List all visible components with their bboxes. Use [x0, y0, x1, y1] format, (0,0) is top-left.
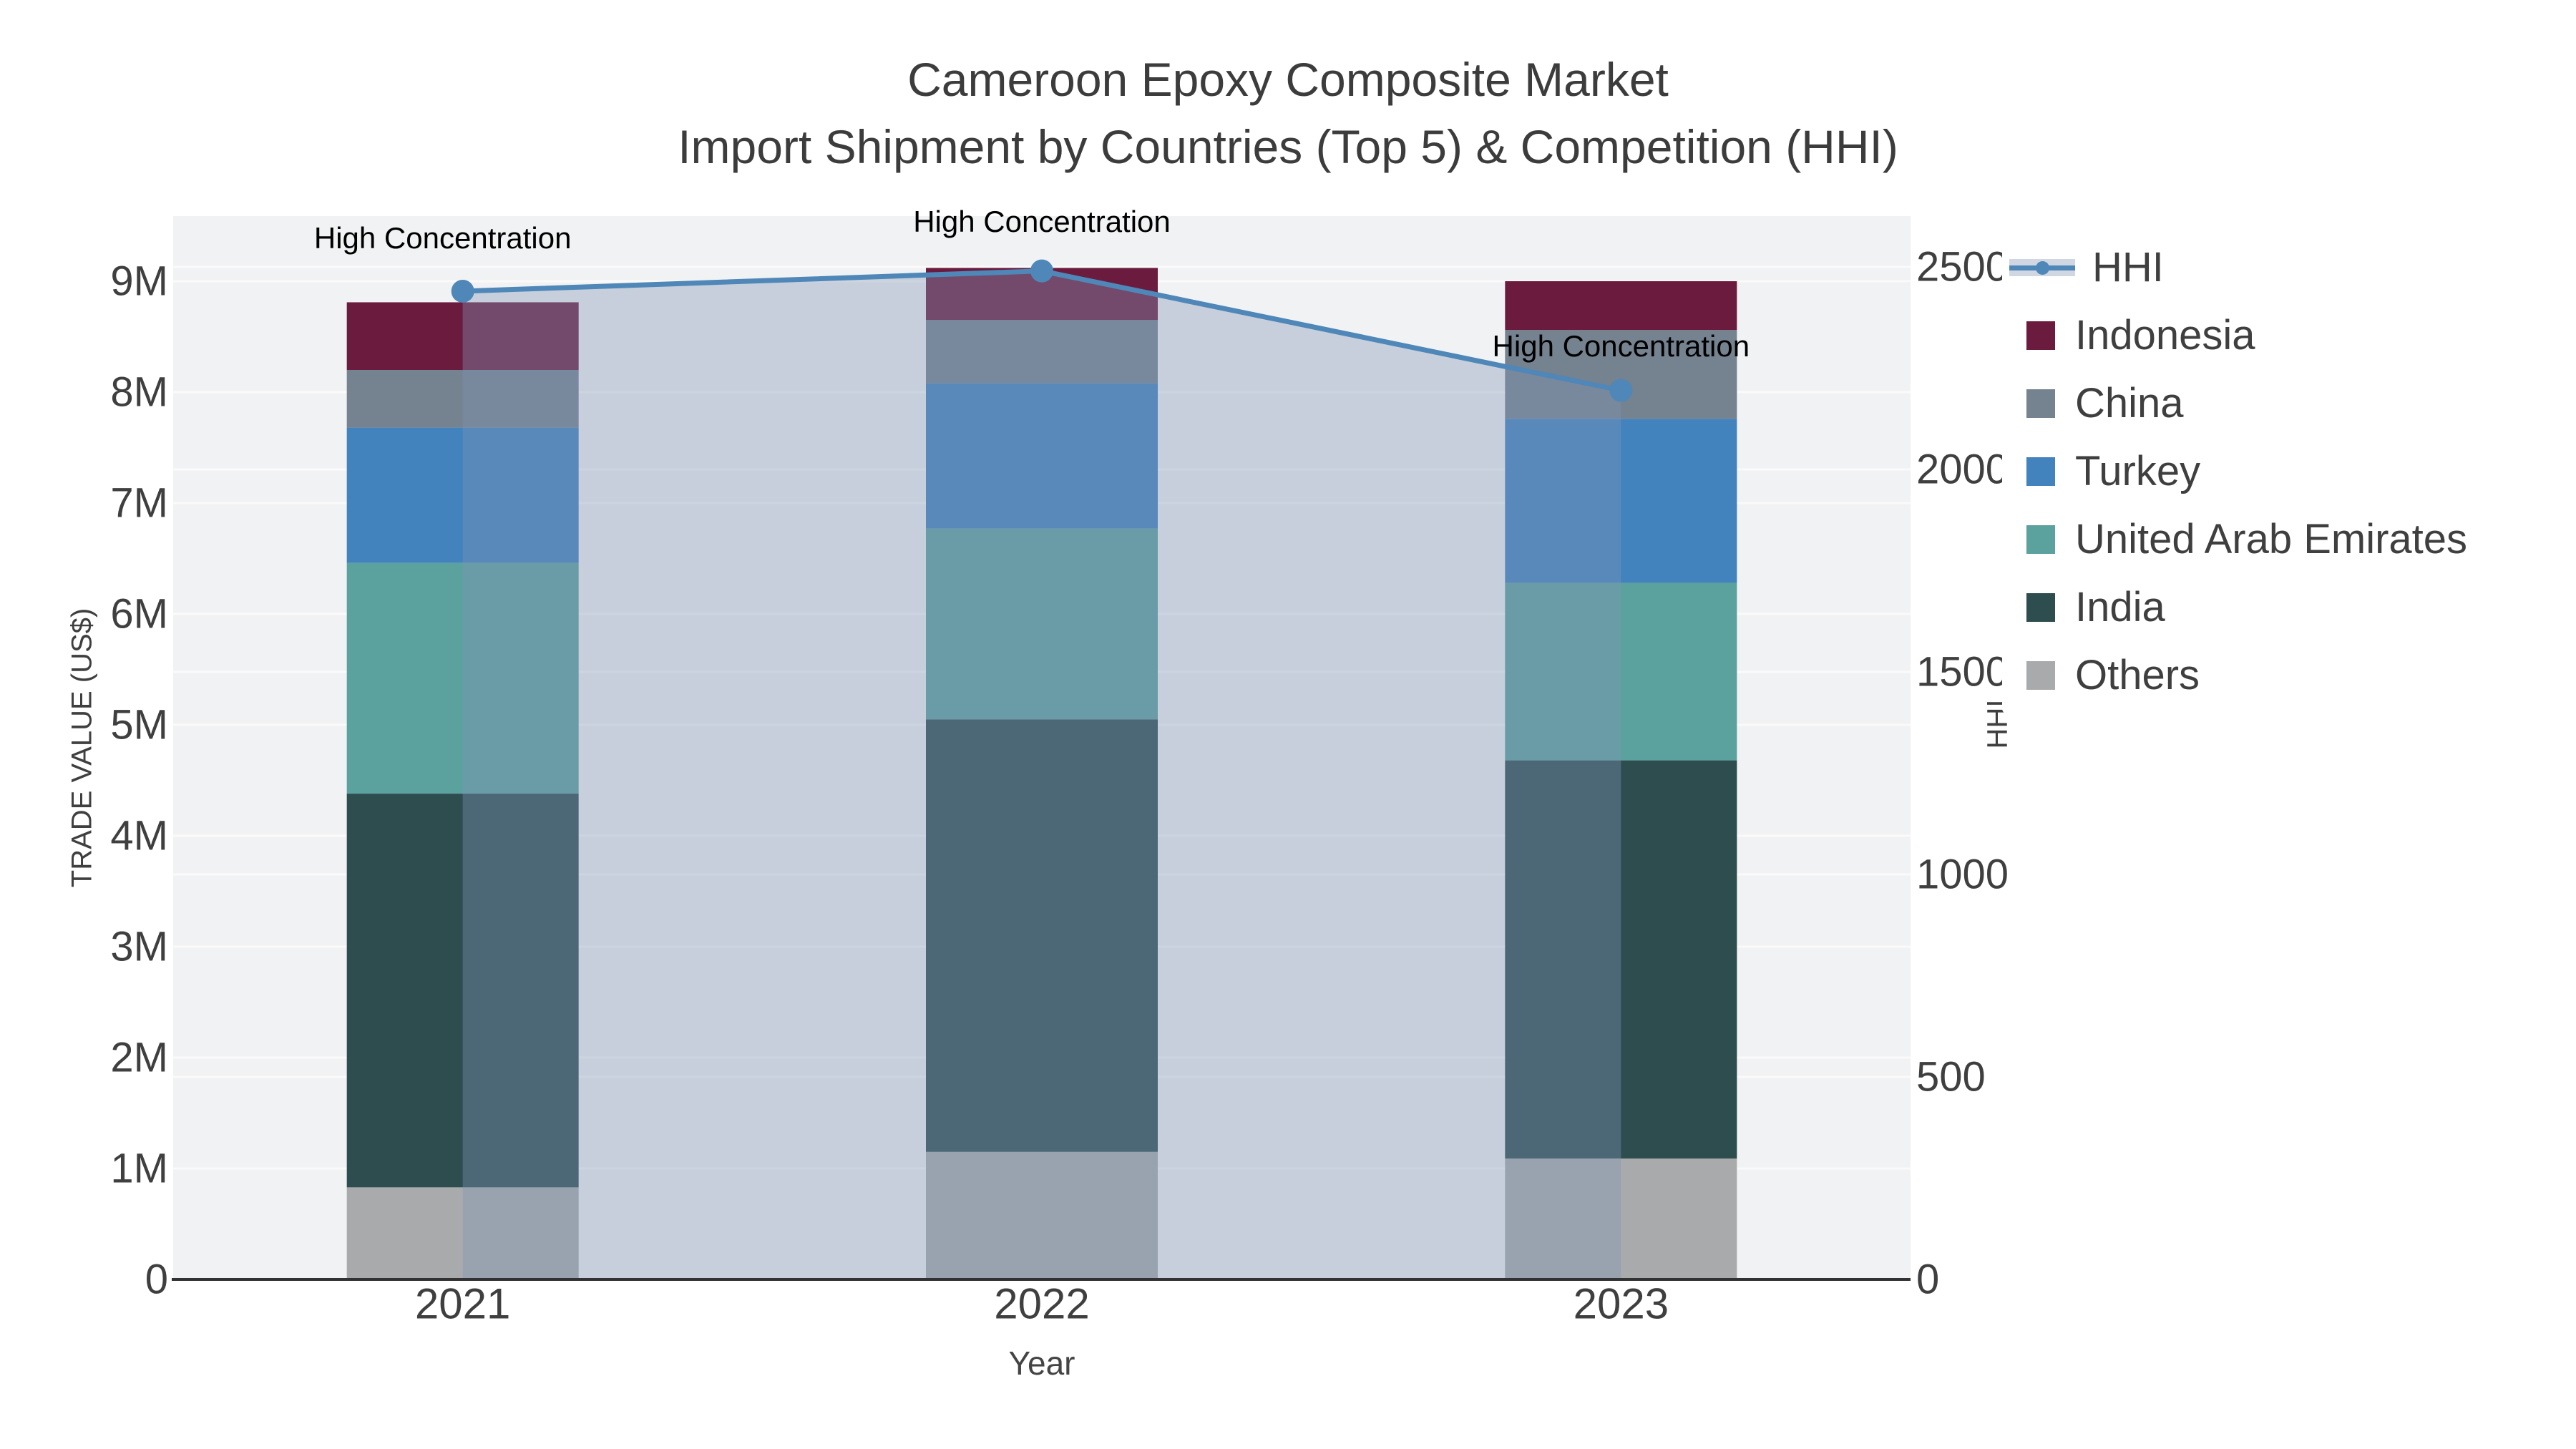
legend-item-turkey: Turkey — [2002, 437, 2572, 505]
y-axis-left-title: TRADE VALUE (US$) — [66, 608, 98, 888]
bar-segment-india-2022 — [926, 719, 1158, 1152]
y-left-tick-label: 4M — [110, 812, 168, 859]
chart-title-line2: Import Shipment by Countries (Top 5) & C… — [678, 120, 1898, 173]
bar-segment-china-2022 — [926, 320, 1158, 384]
hhi-line-swatch-icon — [2009, 258, 2075, 276]
legend-item-united-arab-emirates: United Arab Emirates — [2002, 505, 2572, 573]
y-left-tick-label: 6M — [110, 590, 168, 638]
y-left-tick-label: 2M — [110, 1034, 168, 1081]
annotation-high-concentration-2023: High Concentration — [1492, 328, 1750, 363]
legend-swatch-icon — [2026, 660, 2055, 690]
bar-segment-others-2021 — [346, 1187, 579, 1279]
y-left-tick-label: 0 — [145, 1256, 168, 1303]
legend-label: Turkey — [2075, 448, 2201, 494]
annotation-high-concentration-2022: High Concentration — [913, 204, 1171, 238]
bar-segment-india-2021 — [346, 794, 579, 1188]
legend-label: Others — [2075, 652, 2200, 698]
legend-label: United Arab Emirates — [2075, 516, 2468, 562]
y-right-tick-label: 500 — [1916, 1053, 1986, 1101]
y-right-tick-label: 1500 — [1916, 648, 2009, 696]
legend-item-india: India — [2002, 573, 2572, 641]
legend-item-others: Others — [2002, 641, 2572, 709]
hhi-marker-2023 — [1609, 379, 1633, 402]
legend: HHI Indonesia China Turkey United Arab Emira… — [2002, 233, 2572, 714]
legend-label: India — [2075, 584, 2165, 630]
legend-item-china: China — [2002, 369, 2572, 437]
legend-swatch-icon — [2026, 457, 2055, 486]
bar-segment-united-arab-emirates-2022 — [926, 528, 1158, 720]
legend-swatch-icon — [2026, 321, 2055, 350]
x-axis-title: Year — [1008, 1345, 1075, 1382]
legend-label: HHI — [2092, 244, 2164, 291]
y-right-tick-label: 0 — [1916, 1256, 1940, 1303]
chart-title: Cameroon Epoxy Composite Market Import S… — [0, 56, 2576, 170]
bar-segment-turkey-2023 — [1505, 419, 1737, 583]
legend-swatch-icon — [2026, 525, 2055, 554]
y-right-tick-label: 1000 — [1916, 851, 2009, 898]
y-left-tick-label: 1M — [110, 1145, 168, 1192]
legend-item-hhi: HHI — [2002, 233, 2572, 301]
y-right-tick-label: 2500 — [1916, 243, 2009, 291]
hhi-marker-2022 — [1030, 259, 1053, 283]
x-tick-label-2023: 2023 — [1573, 1279, 1669, 1328]
bar-segment-india-2023 — [1505, 760, 1737, 1159]
bar-segment-turkey-2022 — [926, 383, 1158, 529]
bar-segment-indonesia-2023 — [1505, 281, 1737, 331]
x-tick-label-2021: 2021 — [414, 1279, 511, 1328]
y-left-tick-label: 5M — [110, 701, 168, 748]
y-left-tick-label: 8M — [110, 369, 168, 416]
bar-segment-united-arab-emirates-2021 — [346, 562, 579, 794]
annotation-high-concentration-2021: High Concentration — [313, 220, 572, 255]
legend-swatch-icon — [2026, 592, 2055, 622]
chart-title-line1: Cameroon Epoxy Composite Market — [907, 53, 1669, 106]
bar-segment-others-2023 — [1505, 1158, 1737, 1279]
legend-label: Indonesia — [2075, 312, 2255, 358]
legend-swatch-icon — [2026, 389, 2055, 418]
legend-item-indonesia: Indonesia — [2002, 301, 2572, 369]
bar-segment-indonesia-2021 — [346, 302, 579, 370]
y-left-tick-label: 3M — [110, 923, 168, 970]
y-left-tick-label: 9M — [110, 258, 168, 305]
y-left-tick-label: 7M — [110, 479, 168, 527]
bar-segment-others-2022 — [926, 1151, 1158, 1279]
y-right-tick-label: 2000 — [1916, 446, 2009, 493]
bar-segment-turkey-2021 — [346, 427, 579, 563]
x-tick-label-2022: 2022 — [994, 1279, 1090, 1328]
hhi-marker-2021 — [451, 279, 474, 303]
hhi-area-fill — [462, 270, 1621, 1279]
bar-segment-united-arab-emirates-2023 — [1505, 582, 1737, 761]
bar-segment-china-2021 — [346, 370, 579, 428]
legend-label: China — [2075, 380, 2184, 426]
